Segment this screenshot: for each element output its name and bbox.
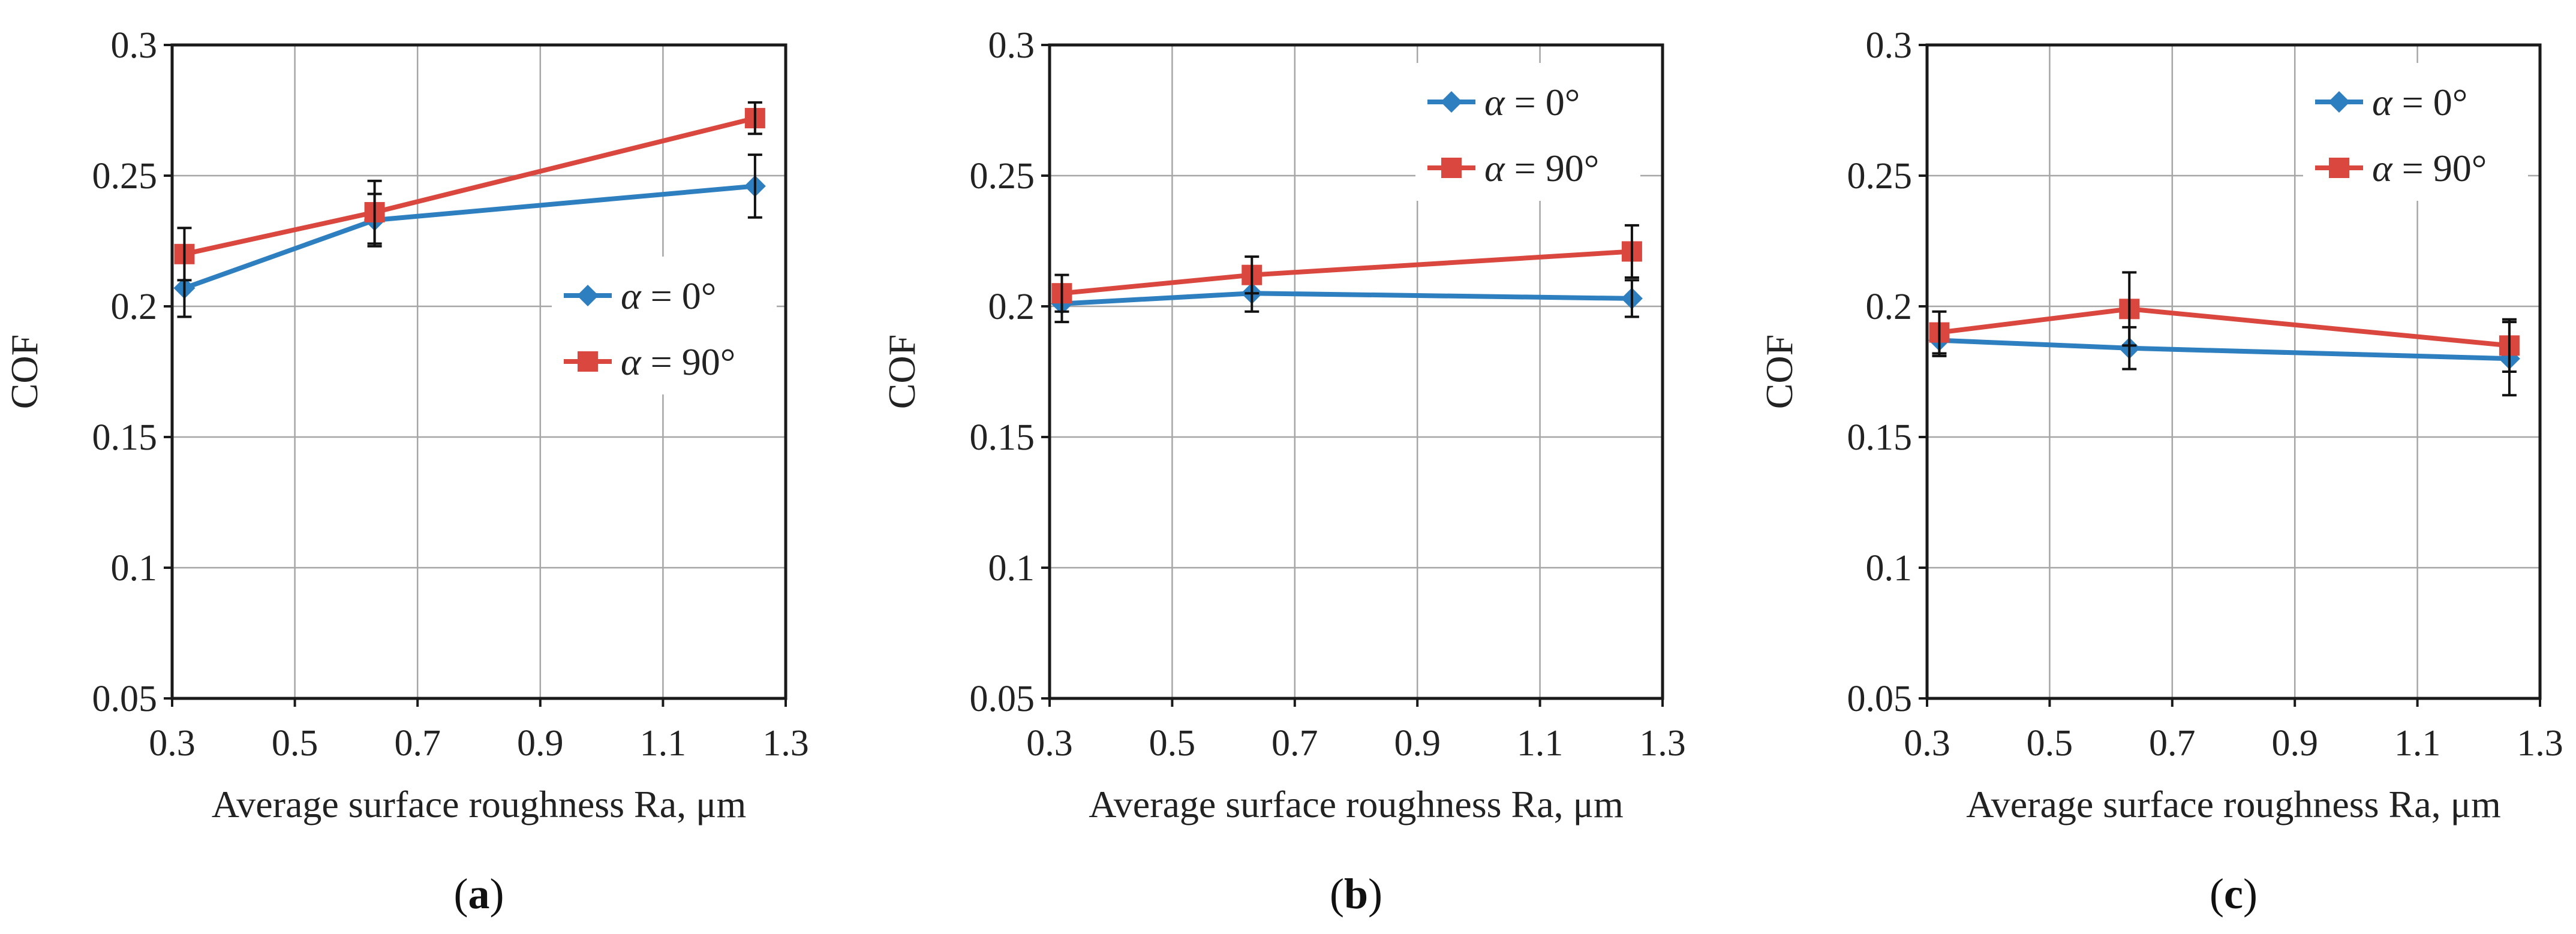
x-tick-label: 0.7: [394, 723, 441, 764]
error-bar-alpha-0: [1624, 279, 1639, 318]
y-tick-label: 0.2: [988, 287, 1035, 327]
series-line-alpha-0: [1059, 291, 1634, 306]
series-line-alpha-90: [182, 116, 758, 257]
series-line-alpha-90: [1059, 249, 1634, 296]
x-tick-label: 1.3: [1639, 723, 1686, 764]
y-axis-title: COF: [1758, 335, 1801, 409]
y-axis-title: COF: [880, 335, 923, 409]
legend-marker-alpha-0: [577, 285, 599, 306]
x-tick-label: 0.5: [1149, 723, 1196, 764]
series-line-alpha-0: [1937, 338, 2512, 361]
y-tick-label: 0.3: [1866, 25, 1913, 66]
panel-label: (a): [454, 870, 504, 918]
x-tick-label: 0.7: [1272, 723, 1318, 764]
y-tick-label: 0.25: [1847, 156, 1913, 197]
x-tick-label: 0.9: [517, 723, 564, 764]
x-axis-title: Average surface roughness Ra, μm: [212, 783, 746, 825]
x-tick-label: 0.3: [1026, 723, 1073, 764]
y-tick-label: 0.1: [988, 548, 1035, 589]
y-tick-label: 0.3: [111, 25, 158, 66]
plot-frame: [1925, 43, 2542, 700]
x-tick-label: 1.3: [2517, 723, 2563, 764]
legend-marker-alpha-90: [2329, 158, 2349, 178]
chart-panel-c: 0.3 0.5 0.7 0.9 1.1 1.3 0.05 0.1 0.15 0.2 0.25 0.3 A…: [1758, 25, 2563, 918]
legend-label-alpha-0: α = 0°: [1484, 81, 1580, 123]
error-bar-alpha-90: [1054, 273, 1069, 313]
y-tick-label: 0.2: [111, 287, 158, 327]
x-tick-label: 0.9: [2271, 723, 2318, 764]
error-bar-alpha-90: [177, 227, 192, 282]
error-bar-alpha-90: [1624, 224, 1639, 279]
legend-marker-alpha-0: [1441, 91, 1462, 113]
legend-label-alpha-90: α = 90°: [621, 341, 735, 383]
error-bar-alpha-90: [367, 179, 382, 245]
error-bar-alpha-0: [747, 153, 762, 219]
x-tick-label: 1.1: [640, 723, 687, 764]
error-bar-alpha-90: [2502, 318, 2517, 373]
y-tick-label: 0.3: [988, 25, 1035, 66]
x-tick-label: 0.7: [2149, 723, 2196, 764]
x-tick-label: 1.3: [762, 723, 809, 764]
y-tick-label: 0.25: [970, 156, 1035, 197]
legend-label-alpha-0: α = 0°: [621, 275, 716, 317]
y-tick-label: 0.05: [92, 679, 158, 719]
x-tick-label: 0.3: [149, 723, 196, 764]
legend-label-alpha-90: α = 90°: [1484, 147, 1599, 189]
x-axis-title: Average surface roughness Ra, μm: [1966, 783, 2500, 825]
legend: α = 0° α = 90°: [552, 257, 777, 394]
y-tick-label: 0.15: [970, 417, 1035, 458]
x-axis-title: Average surface roughness Ra, μm: [1089, 783, 1623, 825]
plot-frame: [1048, 43, 1664, 700]
chart-panel-b: 0.3 0.5 0.7 0.9 1.1 1.3 0.05 0.1 0.15 0.2 0.25 0.3 A…: [880, 25, 1686, 918]
error-bar-alpha-90: [1245, 255, 1260, 295]
legend-label-alpha-0: α = 0°: [2372, 81, 2467, 123]
x-tick-label: 0.9: [1394, 723, 1441, 764]
y-axis-title: COF: [3, 335, 46, 409]
plot-frame: [170, 43, 787, 700]
y-tick-label: 0.1: [111, 548, 158, 589]
y-tick-label: 0.05: [970, 679, 1035, 719]
x-tick-label: 0.5: [272, 723, 318, 764]
error-bar-alpha-90: [2122, 271, 2137, 347]
panel-label: (b): [1330, 870, 1382, 918]
y-tick-label: 0.05: [1847, 679, 1913, 719]
legend-marker-alpha-90: [1441, 158, 1462, 178]
y-tick-label: 0.2: [1866, 287, 1913, 327]
x-tick-label: 1.1: [2394, 723, 2441, 764]
legend-label-alpha-90: α = 90°: [2372, 147, 2487, 189]
legend-marker-alpha-90: [578, 351, 598, 372]
error-bar-alpha-90: [747, 101, 762, 135]
chart-panel-a: 0.3 0.5 0.7 0.9 1.1 1.3 0.05 0.1 0.15 0.2 0.25 0.3 A…: [3, 25, 809, 918]
y-tick-label: 0.25: [92, 156, 158, 197]
x-tick-label: 1.1: [1517, 723, 1564, 764]
error-bar-alpha-90: [1932, 310, 1947, 355]
y-tick-label: 0.15: [1847, 417, 1913, 458]
legend: α = 0° α = 90°: [2303, 63, 2528, 201]
y-tick-label: 0.1: [1866, 548, 1913, 589]
legend-marker-alpha-0: [2328, 91, 2350, 113]
y-tick-label: 0.15: [92, 417, 158, 458]
panel-label: (c): [2210, 870, 2258, 918]
legend: α = 0° α = 90°: [1415, 63, 1640, 201]
series-line-alpha-90: [1937, 306, 2512, 348]
x-tick-label: 0.3: [1904, 723, 1950, 764]
x-tick-label: 0.5: [2027, 723, 2073, 764]
